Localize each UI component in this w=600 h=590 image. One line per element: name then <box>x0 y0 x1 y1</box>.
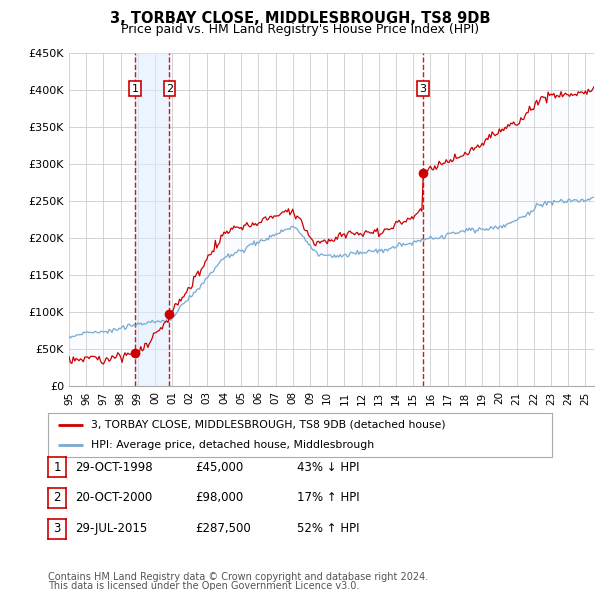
Text: 43% ↓ HPI: 43% ↓ HPI <box>297 461 359 474</box>
Text: 1: 1 <box>131 84 139 94</box>
Text: £45,000: £45,000 <box>195 461 243 474</box>
Text: 3: 3 <box>419 84 427 94</box>
Text: 29-JUL-2015: 29-JUL-2015 <box>75 522 147 535</box>
Text: £98,000: £98,000 <box>195 491 243 504</box>
Text: HPI: Average price, detached house, Middlesbrough: HPI: Average price, detached house, Midd… <box>91 440 374 450</box>
Text: 29-OCT-1998: 29-OCT-1998 <box>75 461 152 474</box>
Text: This data is licensed under the Open Government Licence v3.0.: This data is licensed under the Open Gov… <box>48 582 359 590</box>
Text: 3, TORBAY CLOSE, MIDDLESBROUGH, TS8 9DB: 3, TORBAY CLOSE, MIDDLESBROUGH, TS8 9DB <box>110 11 490 27</box>
Text: Contains HM Land Registry data © Crown copyright and database right 2024.: Contains HM Land Registry data © Crown c… <box>48 572 428 582</box>
Text: Price paid vs. HM Land Registry's House Price Index (HPI): Price paid vs. HM Land Registry's House … <box>121 23 479 36</box>
Text: 1: 1 <box>53 461 61 474</box>
Text: £287,500: £287,500 <box>195 522 251 535</box>
Text: 2: 2 <box>53 491 61 504</box>
Text: 3, TORBAY CLOSE, MIDDLESBROUGH, TS8 9DB (detached house): 3, TORBAY CLOSE, MIDDLESBROUGH, TS8 9DB … <box>91 420 445 430</box>
Text: 20-OCT-2000: 20-OCT-2000 <box>75 491 152 504</box>
Text: 17% ↑ HPI: 17% ↑ HPI <box>297 491 359 504</box>
Text: 3: 3 <box>53 522 61 535</box>
Text: 52% ↑ HPI: 52% ↑ HPI <box>297 522 359 535</box>
Text: 2: 2 <box>166 84 173 94</box>
Bar <box>135 53 169 386</box>
